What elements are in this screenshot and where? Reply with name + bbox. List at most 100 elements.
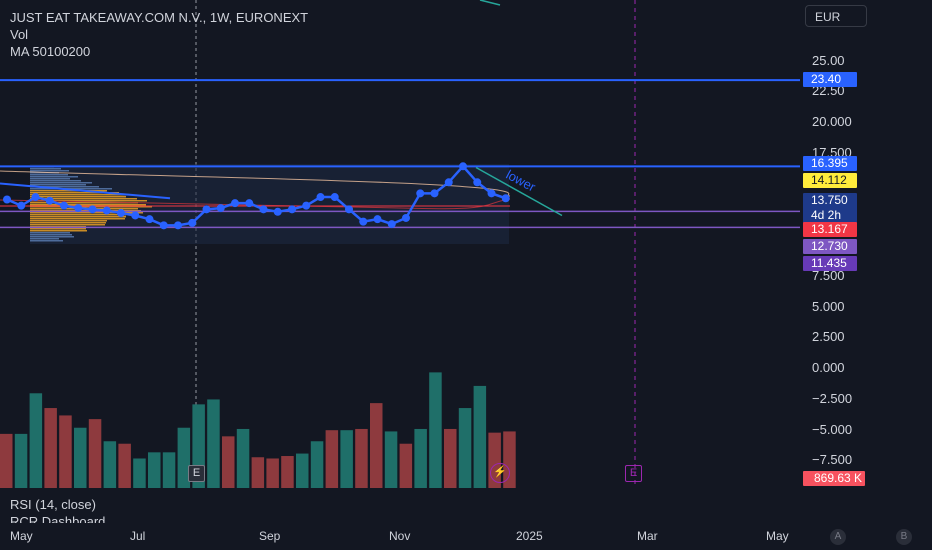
- symbol-title[interactable]: JUST EAT TAKEAWAY.COM N.V., 1W, EURONEXT: [10, 10, 309, 25]
- price-tag: 23.40: [803, 72, 857, 87]
- profile-row: [30, 212, 143, 214]
- price-series: [3, 162, 510, 230]
- profile-row: [30, 180, 81, 182]
- price-axis-tick: −2.500: [812, 390, 853, 406]
- volume-bar: [207, 399, 220, 488]
- chart-legend: JUST EAT TAKEAWAY.COM N.V., 1W, EURONEXT…: [10, 9, 308, 60]
- ma-indicator-label[interactable]: MA 50100200: [10, 44, 91, 59]
- price-point: [330, 193, 339, 202]
- ma-line-long: [0, 170, 511, 197]
- chart-grid: [195, 0, 636, 488]
- time-axis-tick: Mar: [637, 529, 658, 543]
- profile-row: [30, 184, 86, 186]
- price-point: [88, 205, 97, 214]
- profile-row: [30, 192, 119, 194]
- profile-row: [30, 224, 105, 226]
- earnings-marker-future[interactable]: E: [625, 465, 642, 482]
- auto-scale-button[interactable]: A: [830, 529, 846, 545]
- price-tag: 16.395: [803, 156, 857, 171]
- price-point: [159, 221, 168, 230]
- price-point: [259, 205, 268, 214]
- price-point: [117, 209, 125, 218]
- volume-bar: [281, 456, 294, 488]
- volume-bar: [44, 408, 57, 488]
- profile-row: [30, 238, 59, 240]
- volume-bar: [414, 428, 427, 488]
- volume-bar: [118, 443, 131, 488]
- volume-bar: [325, 430, 339, 488]
- dividend-marker[interactable]: ⚡: [490, 463, 510, 483]
- profile-row: [30, 236, 74, 238]
- volume-bar: [444, 428, 457, 488]
- volume-bar: [296, 453, 309, 488]
- profile-row: [30, 190, 107, 192]
- price-point: [373, 215, 382, 224]
- volume-bar: [251, 457, 265, 488]
- volume-bar: [384, 431, 398, 488]
- price-point: [316, 193, 325, 202]
- profile-row: [30, 174, 68, 176]
- price-point: [430, 189, 439, 198]
- volume-bar: [236, 428, 250, 488]
- profile-row: [30, 218, 125, 220]
- price-axis-tick: 25.00: [812, 52, 845, 68]
- price-point: [216, 204, 225, 213]
- profile-row: [30, 204, 146, 206]
- price-point: [359, 217, 368, 226]
- price-point: [17, 201, 26, 210]
- profile-row: [30, 176, 78, 178]
- profile-row: [30, 220, 107, 222]
- ma-line-short: [0, 198, 511, 210]
- profile-row: [30, 182, 92, 184]
- profile-row: [30, 198, 137, 200]
- price-axis-tick: 22.50: [812, 83, 845, 99]
- profile-row: [30, 222, 106, 224]
- price-point: [60, 201, 68, 210]
- price-point: [102, 206, 111, 215]
- volume-bar: [0, 433, 13, 488]
- profile-row: [30, 214, 126, 216]
- profile-row: [30, 200, 147, 202]
- profile-row: [30, 178, 70, 180]
- profile-row: [30, 230, 87, 232]
- volume-bar: [266, 458, 279, 488]
- profile-row: [30, 186, 99, 188]
- dashboard-pane-label[interactable]: RCR Dashboard: [10, 514, 106, 523]
- price-point: [131, 211, 140, 220]
- volume-bar: [74, 427, 87, 488]
- volume-indicator-label[interactable]: Vol: [10, 27, 29, 42]
- currency-button[interactable]: EUR: [805, 5, 867, 27]
- volume-bar: [370, 403, 383, 488]
- rsi-pane-label[interactable]: RSI (14, close): [10, 497, 96, 512]
- price-point: [402, 213, 410, 222]
- volume-bar: [88, 419, 102, 488]
- toggle-button-b[interactable]: B: [896, 529, 912, 545]
- price-point: [145, 215, 154, 224]
- volume-bar: [222, 436, 235, 488]
- volume-bar: [177, 427, 191, 488]
- price-tag: 869.63 K: [803, 471, 865, 486]
- profile-row: [30, 202, 138, 204]
- profile-row: [30, 228, 86, 230]
- price-point: [459, 162, 467, 171]
- volume-bar: [148, 452, 161, 488]
- volume-bar: [340, 430, 353, 488]
- profile-row: [30, 170, 69, 172]
- profile-row: [30, 196, 126, 198]
- trendline-lower: [475, 166, 563, 217]
- price-point: [245, 199, 254, 208]
- volume-bar: [14, 433, 28, 488]
- profile-row: [30, 194, 132, 196]
- price-point: [3, 195, 11, 204]
- price-axis-tick: 2.500: [812, 329, 845, 345]
- price-point: [288, 205, 296, 214]
- earnings-marker-past[interactable]: E: [188, 465, 205, 482]
- profile-row: [30, 168, 61, 170]
- time-axis-tick: May: [10, 529, 33, 543]
- price-point: [416, 189, 425, 198]
- volume-bar: [59, 415, 72, 488]
- volume-bar: [162, 452, 176, 488]
- price-tag: 13.750 4d 2h: [803, 193, 857, 223]
- profile-row: [30, 234, 72, 236]
